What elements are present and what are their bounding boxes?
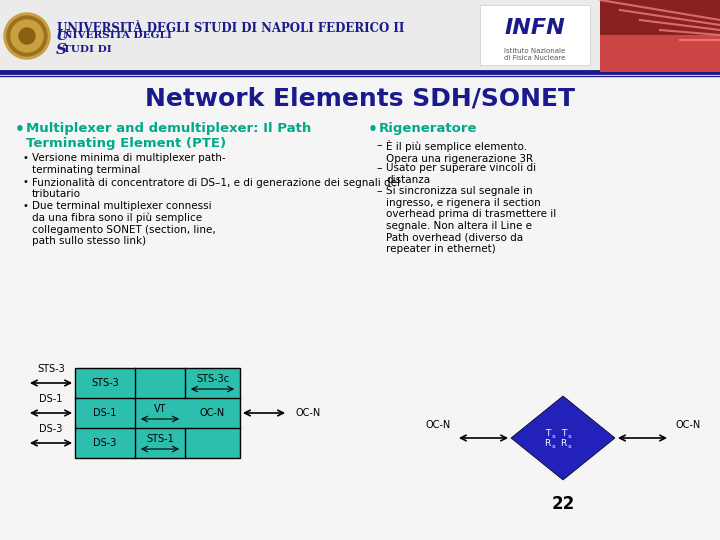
Bar — [600, 0, 720, 72]
Text: –: – — [376, 140, 382, 150]
Text: •: • — [368, 122, 378, 137]
Text: T: T — [544, 429, 550, 438]
Bar — [600, 0, 720, 35]
Circle shape — [7, 16, 47, 56]
Bar — [75, 368, 240, 458]
Text: Due terminal multiplexer connessi
da una fibra sono il più semplice
collegamento: Due terminal multiplexer connessi da una… — [32, 201, 216, 246]
Text: •: • — [23, 177, 29, 187]
Text: Funzionalità di concentratore di DS–1, e di generazione dei segnali del
tributar: Funzionalità di concentratore di DS–1, e… — [32, 177, 400, 199]
Circle shape — [19, 28, 35, 44]
Text: T: T — [561, 429, 566, 438]
Text: OC-N: OC-N — [200, 408, 225, 418]
Text: Network Elements SDH/SONET: Network Elements SDH/SONET — [145, 86, 575, 110]
Text: U: U — [56, 29, 69, 43]
Text: –: – — [376, 186, 382, 196]
Text: OC-N: OC-N — [426, 420, 451, 430]
Text: È il più semplice elemento.
Opera una rigenerazione 3R: È il più semplice elemento. Opera una ri… — [386, 140, 533, 164]
Text: STS-3: STS-3 — [91, 378, 119, 388]
Text: x: x — [568, 435, 572, 440]
Text: x: x — [552, 435, 556, 440]
Text: Multiplexer and demultiplexer: Il Path
Terminating Element (PTE): Multiplexer and demultiplexer: Il Path T… — [26, 122, 311, 150]
Text: OC-N: OC-N — [675, 420, 701, 430]
Text: Versione minima di multiplexer path-
terminating terminal: Versione minima di multiplexer path- ter… — [32, 153, 225, 174]
Text: –: – — [376, 163, 382, 173]
Text: DS-1: DS-1 — [94, 408, 117, 418]
Text: STS-3c: STS-3c — [196, 374, 229, 384]
Text: Istituto Nazionale
di Fisica Nucleare: Istituto Nazionale di Fisica Nucleare — [505, 48, 566, 61]
Text: TUDI DI: TUDI DI — [63, 45, 115, 55]
Text: •: • — [15, 122, 25, 137]
Text: STS-1: STS-1 — [146, 434, 174, 444]
Text: Usato per superare vincoli di
distanza: Usato per superare vincoli di distanza — [386, 163, 536, 185]
Text: INFN: INFN — [505, 18, 565, 38]
Text: UNIVERSITÀ DEGLI STUDI DI NAPOLI FEDERICO II: UNIVERSITÀ DEGLI STUDI DI NAPOLI FEDERIC… — [57, 23, 405, 36]
Text: x: x — [552, 444, 556, 449]
Text: VT: VT — [154, 404, 166, 414]
Text: •: • — [23, 153, 29, 163]
Text: Rigeneratore: Rigeneratore — [379, 122, 477, 135]
Text: STS-3: STS-3 — [37, 364, 65, 374]
Circle shape — [11, 20, 43, 52]
Text: Si sincronizza sul segnale in
ingresso, e rigenera il section
overhead prima di : Si sincronizza sul segnale in ingresso, … — [386, 186, 557, 254]
Text: DS-3: DS-3 — [94, 438, 117, 448]
Text: DS-1: DS-1 — [40, 394, 63, 404]
Text: •: • — [23, 201, 29, 211]
Text: NIVERSITÀ DEGLI: NIVERSITÀ DEGLI — [63, 31, 176, 40]
Text: R: R — [544, 440, 550, 449]
Bar — [480, 5, 590, 65]
Text: x: x — [568, 444, 572, 449]
Polygon shape — [511, 396, 615, 480]
Text: S: S — [56, 43, 67, 57]
Bar — [600, 35, 720, 72]
Text: R: R — [559, 440, 566, 449]
Circle shape — [4, 13, 50, 59]
Text: 22: 22 — [552, 495, 575, 513]
Text: OC-N: OC-N — [296, 408, 321, 418]
Bar — [0, 0, 720, 72]
Text: DS-3: DS-3 — [40, 424, 63, 434]
